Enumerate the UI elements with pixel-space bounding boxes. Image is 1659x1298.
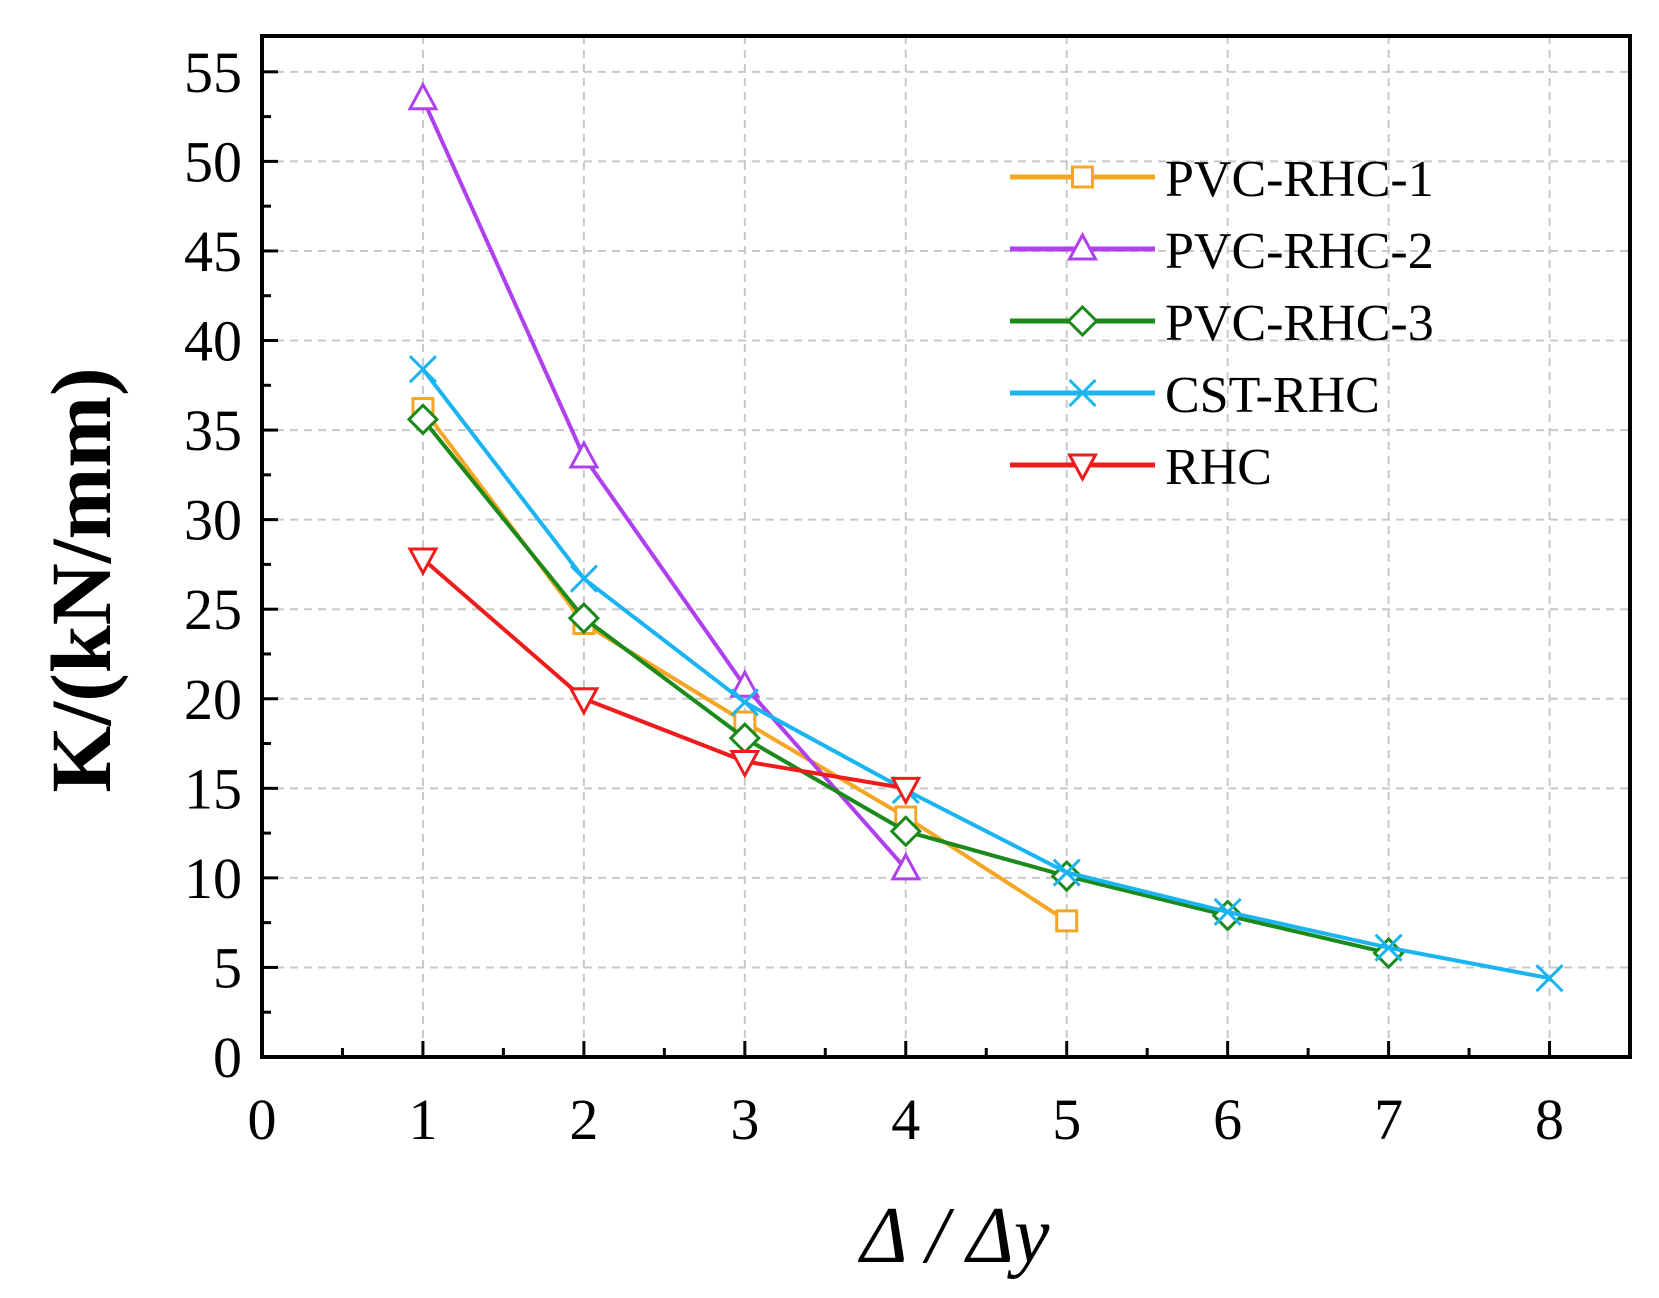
marker-stroke — [1068, 378, 1097, 408]
y-tick-label: 10 — [184, 846, 242, 911]
data-point — [1374, 933, 1403, 962]
data-point — [1535, 964, 1564, 993]
data-point — [407, 547, 439, 577]
legend-marker — [1066, 231, 1099, 261]
series-pvc-rhc-2 — [407, 81, 922, 881]
data-point — [407, 81, 439, 111]
data-point — [408, 355, 438, 384]
legend-marker — [1066, 304, 1099, 338]
legend-label: PVC-RHC-1 — [1165, 151, 1434, 208]
y-tick-label: 25 — [184, 577, 242, 642]
y-tick-label: 0 — [213, 1025, 242, 1090]
data-point — [1052, 858, 1081, 887]
x-tick-label: 1 — [408, 1087, 437, 1152]
data-point — [406, 403, 440, 436]
data-point — [730, 688, 759, 717]
legend-marker — [1071, 165, 1094, 189]
y-tick-label: 20 — [184, 667, 242, 732]
legend-item: RHC — [1010, 439, 1272, 496]
x-tick-label: 0 — [248, 1087, 277, 1152]
data-point — [1055, 909, 1079, 933]
y-tick-label: 40 — [184, 309, 242, 374]
y-tick-label: 30 — [184, 488, 242, 553]
marker-stroke — [569, 564, 598, 593]
legend-marker — [1068, 378, 1097, 408]
x-tick-label: 8 — [1535, 1087, 1564, 1152]
marker-stroke — [1374, 933, 1403, 962]
data-point — [1213, 897, 1242, 926]
x-tick-label: 5 — [1052, 1087, 1081, 1152]
x-tick-label: 2 — [569, 1087, 598, 1152]
marker-stroke — [1213, 897, 1242, 926]
marker-stroke — [408, 355, 438, 384]
data-point — [568, 439, 600, 469]
x-axis-title: Δ / Δy — [858, 1192, 1050, 1280]
y-tick-label: 50 — [184, 129, 242, 194]
data-point — [889, 815, 922, 848]
x-tick-label: 4 — [891, 1087, 920, 1152]
legend-item: CST-RHC — [1010, 367, 1380, 424]
x-tick-label: 7 — [1374, 1087, 1403, 1152]
data-point — [890, 776, 922, 806]
legend-label: CST-RHC — [1165, 367, 1380, 424]
legend: PVC-RHC-1 PVC-RHC-2 PVC-RHC-3 CST-RHC RHC — [1010, 151, 1434, 496]
series-line — [421, 97, 908, 871]
data-point — [568, 687, 600, 716]
series-line — [421, 557, 907, 791]
legend-label: PVC-RHC-2 — [1165, 223, 1434, 280]
series-layer — [406, 81, 1564, 993]
data-point — [729, 749, 761, 779]
y-tick-label: 55 — [184, 40, 242, 105]
y-tick-label: 35 — [184, 398, 242, 463]
x-tick-label: 6 — [1213, 1087, 1242, 1152]
y-tick-label: 45 — [184, 219, 242, 284]
data-point — [569, 564, 598, 593]
legend-label: RHC — [1165, 439, 1272, 496]
y-tick-label: 5 — [213, 935, 242, 1000]
legend-item: PVC-RHC-1 — [1010, 151, 1434, 208]
x-tick-label: 3 — [730, 1087, 759, 1152]
marker-stroke — [1052, 858, 1081, 887]
plot-frame — [260, 34, 1632, 1059]
data-point — [729, 669, 761, 698]
data-point — [567, 602, 601, 635]
y-axis-title: K/(kN/mm) — [33, 367, 129, 792]
legend-marker — [1066, 453, 1099, 483]
data-point — [890, 851, 922, 881]
y-tick-label: 15 — [184, 756, 242, 821]
series-line — [421, 367, 1550, 981]
legend-item: PVC-RHC-3 — [1010, 295, 1434, 352]
series-rhc — [407, 547, 922, 806]
marker-stroke — [1535, 964, 1564, 993]
legend-item: PVC-RHC-2 — [1010, 223, 1434, 280]
legend-label: PVC-RHC-3 — [1165, 295, 1434, 352]
marker-stroke — [730, 688, 759, 717]
